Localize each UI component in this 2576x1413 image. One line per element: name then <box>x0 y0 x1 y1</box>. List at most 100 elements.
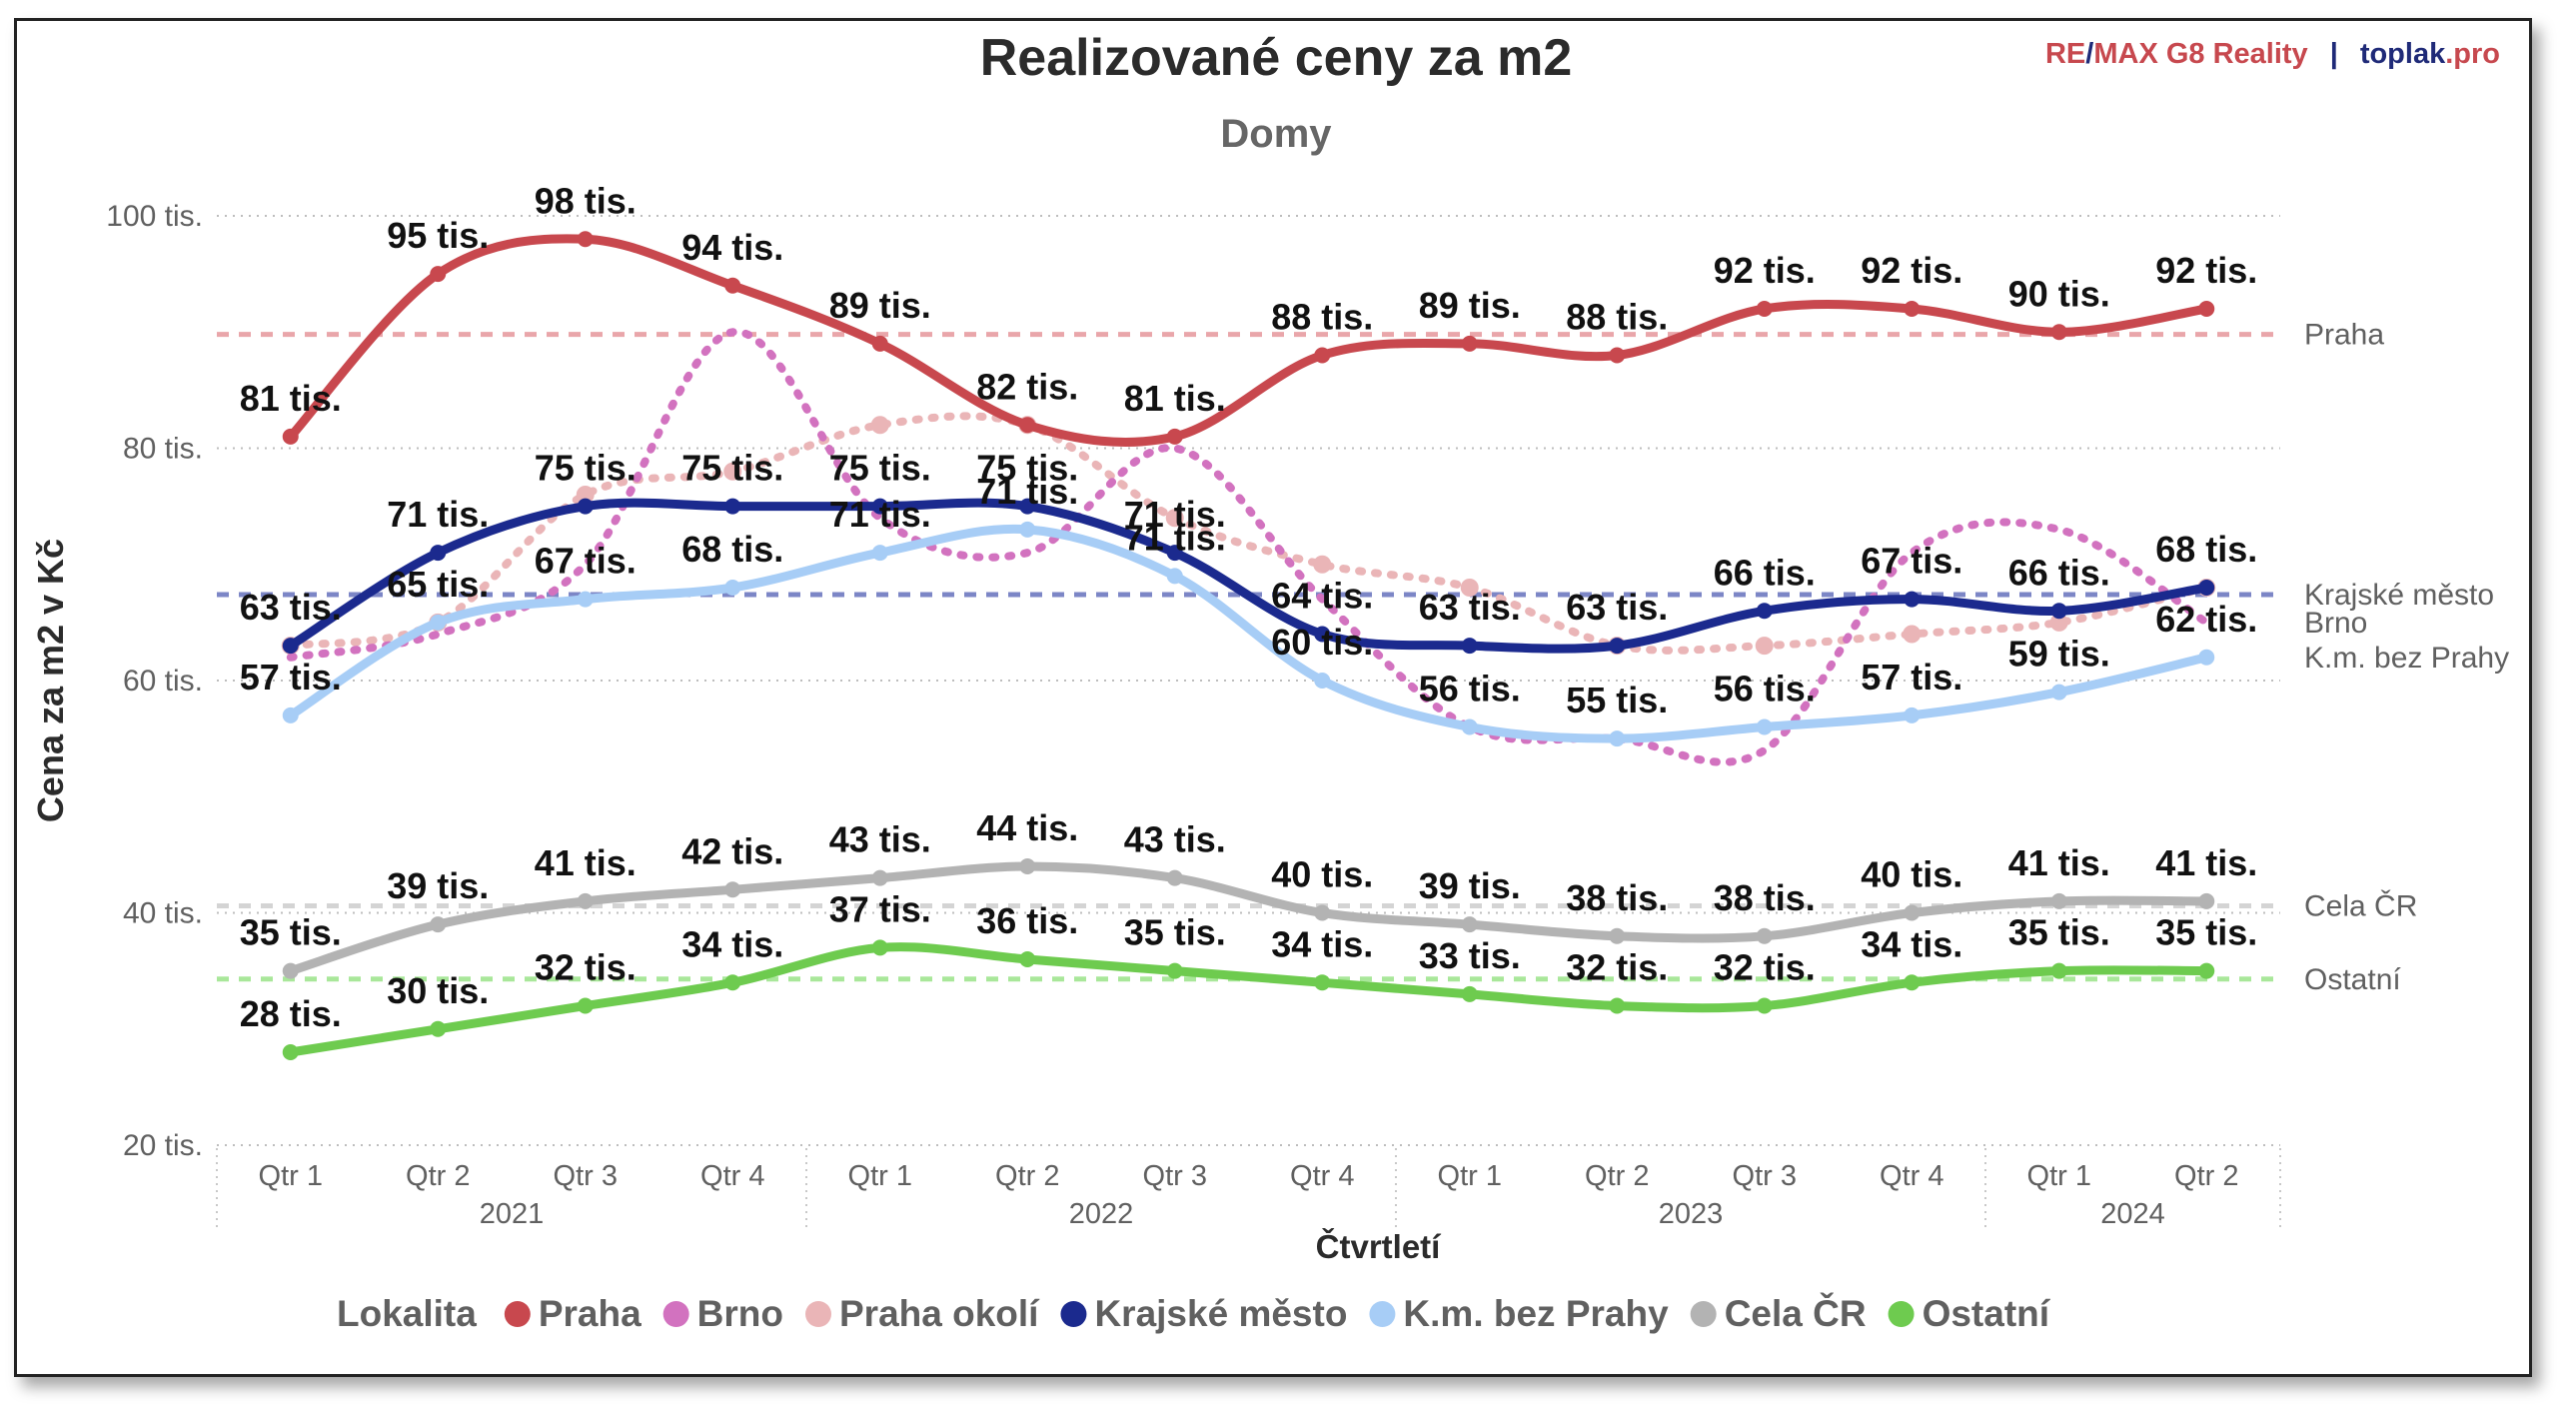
data-label: 94 tis. <box>681 227 783 268</box>
brand-separator: | <box>2330 38 2338 70</box>
chart-subtitle: Domy <box>1220 112 1332 156</box>
data-label: 88 tis. <box>1271 297 1373 338</box>
legend-item: Brno <box>697 1293 783 1334</box>
data-point <box>1166 568 1183 585</box>
legend-marker <box>805 1301 831 1327</box>
data-point <box>871 498 888 515</box>
legend-item: Ostatní <box>1923 1293 2051 1334</box>
data-point <box>724 277 741 294</box>
data-label: 82 tis. <box>976 366 1078 407</box>
data-point <box>1166 962 1183 979</box>
data-point <box>1460 579 1479 597</box>
data-point <box>723 462 742 481</box>
data-label: 35 tis. <box>2008 912 2110 953</box>
data-label: 90 tis. <box>2008 273 2110 314</box>
data-label: 68 tis. <box>2155 529 2257 570</box>
data-label: 33 tis. <box>1419 935 1521 976</box>
data-point <box>2198 892 2215 909</box>
data-label: 41 tis. <box>535 842 637 883</box>
data-label: 43 tis. <box>829 819 931 860</box>
data-point <box>577 892 594 909</box>
data-label: 36 tis. <box>976 900 1078 941</box>
data-point <box>1314 347 1331 364</box>
data-point <box>2198 962 2215 979</box>
x-tick-label: Qtr 1 <box>259 1160 323 1192</box>
data-label: 95 tis. <box>387 215 489 256</box>
legend-marker <box>504 1301 531 1327</box>
data-point <box>1609 347 1626 364</box>
y-tick-label: 40 tis. <box>123 897 203 930</box>
data-label: 40 tis. <box>1271 854 1373 895</box>
data-point <box>1314 904 1331 921</box>
data-point <box>2050 603 2067 620</box>
x-tick-label: Qtr 4 <box>1880 1160 1943 1192</box>
legend-marker <box>1060 1301 1087 1327</box>
data-point <box>1904 706 1921 723</box>
data-label: 57 tis. <box>240 657 342 698</box>
brand-logo[interactable]: RE/MAX G8 Reality | toplak.pro <box>2045 38 2500 70</box>
chart-title: Realizované ceny za m2 <box>980 29 1573 87</box>
x-axis: Qtr 1 Qtr 2 Qtr 3 Qtr 4 Qtr 1 Qtr 2 Qtr 3 Qtr 4… <box>216 1148 2281 1232</box>
data-point <box>282 962 299 979</box>
data-point <box>577 498 594 515</box>
data-point <box>1461 335 1478 352</box>
series-line <box>286 524 2211 743</box>
data-point <box>2198 649 2215 666</box>
data-point <box>1314 673 1331 689</box>
data-point <box>577 997 594 1014</box>
legend-item: Cela ČR <box>1725 1292 1867 1334</box>
data-point <box>2050 324 2067 341</box>
data-point <box>2049 613 2068 632</box>
data-point <box>871 869 888 886</box>
data-label: 42 tis. <box>681 830 783 871</box>
x-axis-title: Čtvrtletí <box>1316 1227 1443 1265</box>
data-label: 43 tis. <box>1124 819 1226 860</box>
legend-marker <box>1690 1301 1717 1327</box>
data-label: 75 tis. <box>829 448 931 489</box>
data-point <box>1166 869 1183 886</box>
x-tick-label: Qtr 2 <box>406 1160 470 1192</box>
chart-frame: Realizované ceny za m2 Domy RE/MAX G8 Re… <box>14 18 2532 1377</box>
brand-max: MAX G8 Reality <box>2093 38 2307 70</box>
data-point <box>1756 301 1773 317</box>
data-label: 92 tis. <box>1714 250 1816 291</box>
data-label: 71 tis. <box>1124 494 1226 535</box>
legend: Lokalita Praha Brno Praha okolí Krajské měs… <box>337 1292 2051 1334</box>
y-tick-label: 100 tis. <box>106 200 203 233</box>
data-point <box>282 428 299 445</box>
data-point <box>1313 555 1332 574</box>
data-point <box>576 486 595 504</box>
x-tick-label: Qtr 4 <box>700 1160 764 1192</box>
data-point <box>870 416 889 435</box>
series-line <box>286 498 2211 654</box>
year-label: 2024 <box>2100 1198 2165 1230</box>
y-axis: 20 tis. 40 tis. 60 tis. 80 tis. 100 tis. <box>106 200 203 1162</box>
data-label: 89 tis. <box>829 285 931 326</box>
data-point <box>871 335 888 352</box>
data-label: 35 tis. <box>2155 912 2257 953</box>
data-label: 63 tis. <box>1566 587 1668 628</box>
data-point <box>577 591 594 608</box>
x-tick-label: Qtr 1 <box>848 1160 912 1192</box>
average-lines <box>217 332 2280 982</box>
series-lines <box>281 231 2216 1060</box>
x-tick-label: Qtr 3 <box>1143 1160 1207 1192</box>
data-label: 71 tis. <box>387 494 489 535</box>
data-label: 68 tis. <box>681 529 783 570</box>
end-label: Praha <box>2304 319 2384 352</box>
data-point <box>1756 997 1773 1014</box>
data-point <box>1461 718 1478 735</box>
x-tick-label: Qtr 1 <box>2027 1160 2091 1192</box>
data-label: 59 tis. <box>2008 634 2110 675</box>
data-label: 57 tis. <box>1861 657 1962 698</box>
data-point <box>1165 509 1184 528</box>
data-label: 34 tis. <box>1271 923 1373 964</box>
data-label: 32 tis. <box>1714 947 1816 988</box>
data-point <box>282 706 299 723</box>
data-point <box>1609 997 1626 1014</box>
legend-marker <box>1369 1301 1396 1327</box>
data-label: 75 tis. <box>976 448 1078 489</box>
data-label: 35 tis. <box>240 912 342 953</box>
data-point <box>1904 974 1921 991</box>
data-point <box>430 614 447 631</box>
